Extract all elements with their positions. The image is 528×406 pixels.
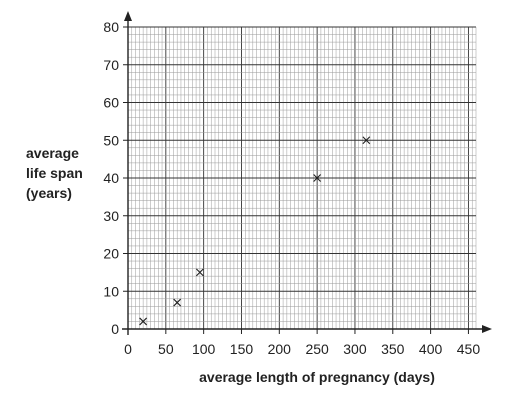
- x-axis-arrow: [482, 325, 492, 333]
- x-axis-label: average length of pregnancy (days): [199, 369, 435, 385]
- y-axis-label-line-3: (years): [26, 185, 72, 201]
- y-axis-arrow: [124, 11, 132, 21]
- x-tick-labels: 0 50 100 150 200 250 300 350 400 450: [124, 329, 480, 357]
- x-tick-label: 0: [124, 341, 132, 357]
- x-tick-label: 450: [457, 341, 481, 357]
- y-tick-label: 40: [103, 170, 119, 186]
- y-tick-label: 70: [103, 57, 119, 73]
- y-tick-labels: 0 10 20 30 40 50 60 70 80: [103, 19, 128, 337]
- y-tick-label: 0: [111, 321, 119, 337]
- x-tick-label: 200: [268, 341, 292, 357]
- x-tick-label: 50: [158, 341, 174, 357]
- x-tick-label: 350: [381, 341, 405, 357]
- y-tick-label: 50: [103, 132, 119, 148]
- x-tick-label: 400: [419, 341, 443, 357]
- x-tick-label: 100: [192, 341, 216, 357]
- y-tick-label: 20: [103, 246, 119, 262]
- x-tick-label: 250: [305, 341, 329, 357]
- grid: [128, 27, 476, 329]
- y-tick-label: 10: [103, 283, 119, 299]
- y-axis-label-line-1: average: [26, 145, 79, 161]
- y-tick-label: 30: [103, 208, 119, 224]
- y-tick-label: 80: [103, 19, 119, 35]
- y-axis-label-line-2: life span: [26, 165, 83, 181]
- x-tick-label: 150: [230, 341, 254, 357]
- y-tick-label: 60: [103, 95, 119, 111]
- x-tick-label: 300: [343, 341, 367, 357]
- axes: [122, 11, 492, 335]
